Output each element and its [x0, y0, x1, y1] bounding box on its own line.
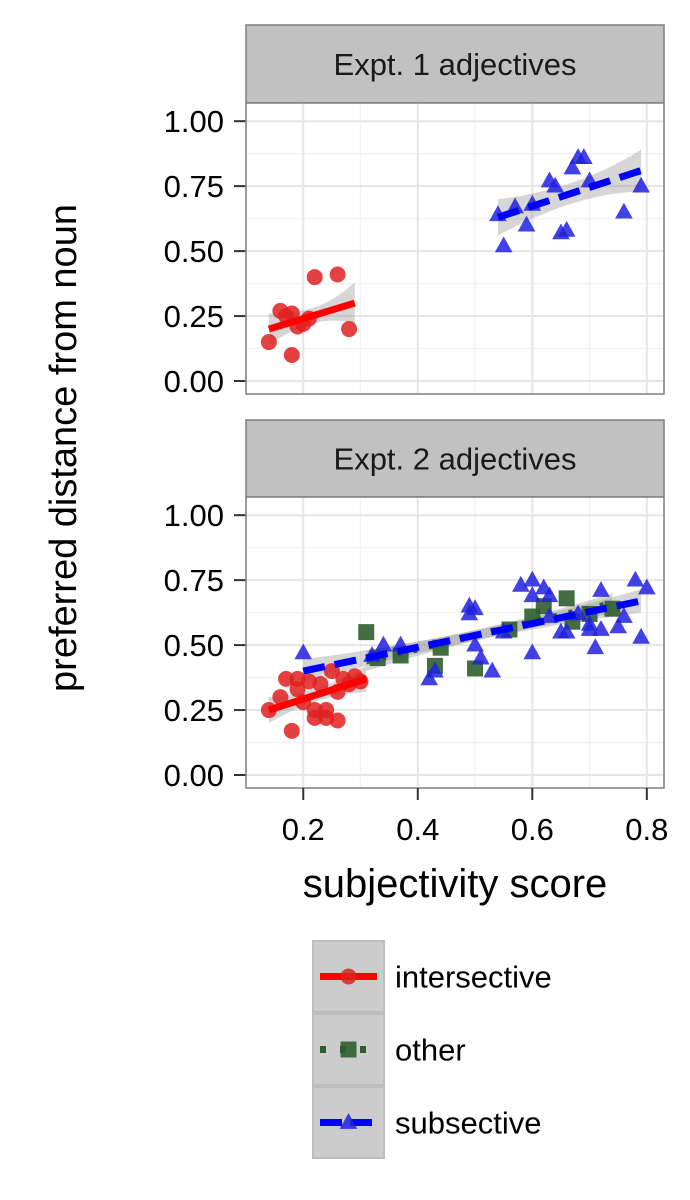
data-point-subsective [615, 607, 633, 623]
data-point-intersective [260, 334, 277, 351]
fit-line-subsective [496, 167, 643, 221]
data-point-intersective [312, 676, 329, 693]
facet-strip [245, 24, 665, 104]
facet-panels: Expt. 1 adjectives0.000.250.500.751.00Ex… [164, 24, 665, 793]
data-point-subsective [575, 148, 593, 164]
legend-marker [339, 1113, 358, 1129]
legend-label: subsective [395, 1106, 541, 1141]
data-point-subsective [580, 620, 599, 636]
data-point-other [558, 590, 575, 607]
legend-item-other: other [312, 1013, 466, 1086]
data-point-intersective [283, 722, 300, 739]
y-tick-label: 0.25 [164, 693, 224, 728]
data-point-intersective [289, 670, 306, 687]
facet-panel-1: Expt. 1 adjectives 0.00 0.25 0.50 0.75 1.00 [164, 24, 665, 399]
data-point-subsective [374, 635, 393, 652]
data-point-intersective [341, 321, 358, 338]
y-tick-label: 0.25 [164, 299, 224, 334]
data-point-subsective [638, 578, 656, 595]
data-point-subsective [426, 661, 444, 678]
y-tick-label: 1.00 [164, 498, 224, 533]
x-tick-label: 0.8 [625, 812, 668, 847]
panel-border [245, 496, 665, 789]
legend-marker [340, 1041, 357, 1058]
data-point-subsective [494, 236, 513, 253]
data-point-subsective [546, 176, 565, 193]
y-tick-label: 1.00 [164, 104, 224, 139]
y-tick-label: 0.00 [164, 758, 224, 793]
y-tick-label: 0.50 [164, 628, 224, 663]
legend-marker [340, 968, 357, 985]
facet-panel-2: Expt. 2 adjectives 0.00 0.25 0.50 0.75 1.00 [164, 419, 665, 793]
data-point-subsective [586, 638, 605, 655]
y-tick-label: 0.75 [164, 169, 224, 204]
data-point-subsective [557, 220, 576, 237]
y-tick-label: 0.00 [164, 364, 224, 399]
data-point-intersective [306, 269, 323, 286]
data-point-intersective [278, 670, 295, 687]
data-point-other [358, 624, 375, 641]
x-tick-label: 0.4 [396, 812, 439, 847]
data-point-subsective [512, 575, 530, 592]
data-point-subsective [523, 570, 542, 587]
y-tick-label: 0.50 [164, 234, 224, 269]
data-point-intersective [272, 689, 289, 706]
data-point-subsective [592, 581, 610, 597]
legend-label: other [395, 1033, 466, 1068]
data-point-subsective [506, 197, 524, 214]
x-tick-label: 0.2 [282, 812, 325, 847]
data-point-subsective [523, 643, 542, 660]
data-point-subsective [615, 202, 633, 219]
data-point-intersective [283, 347, 300, 364]
legend-item-intersective: intersective [312, 940, 552, 1013]
data-point-subsective [626, 570, 645, 587]
data-point-subsective [466, 599, 484, 616]
facet-strip-title: Expt. 1 adjectives [334, 47, 577, 82]
y-axis-label: preferred distance from noun [43, 204, 85, 692]
data-point-subsective [632, 627, 650, 644]
y-axis: 0.00 0.25 0.50 0.75 1.00 [164, 498, 246, 793]
facet-strip-title: Expt. 2 adjectives [334, 442, 577, 477]
legend: intersective other subsective [312, 940, 552, 1159]
fit-line-intersective [267, 675, 368, 714]
data-point-subsective [563, 158, 582, 175]
data-point-subsective [294, 643, 313, 660]
x-tick-label: 0.6 [511, 812, 554, 847]
data-point-subsective [592, 620, 610, 636]
data-point-other [535, 598, 552, 615]
fit-line-intersective [267, 299, 356, 333]
data-point-other [467, 660, 484, 677]
data-point-subsective [557, 622, 576, 639]
data-point-intersective [329, 712, 346, 729]
data-point-subsective [523, 586, 542, 603]
data-point-subsective [483, 661, 502, 678]
data-point-subsective [540, 586, 559, 603]
plot-background [246, 103, 664, 394]
data-point-subsective [466, 635, 484, 652]
fit-line-subsective [302, 597, 642, 675]
data-point-subsective [609, 617, 628, 634]
legend-label: intersective [395, 960, 552, 995]
data-point-subsective [517, 215, 536, 232]
data-point-intersective [306, 709, 323, 726]
y-axis: 0.00 0.25 0.50 0.75 1.00 [164, 104, 246, 399]
y-tick-label: 0.75 [164, 563, 224, 598]
x-axis-label: subjectivity score [303, 862, 608, 906]
x-axis: 0.2 0.4 0.6 0.8 [282, 788, 668, 847]
data-point-subsective [632, 176, 650, 193]
legend-item-subsective: subsective [312, 1086, 541, 1159]
data-point-subsective [471, 648, 490, 665]
data-point-intersective [329, 266, 346, 283]
panel-border [245, 102, 665, 395]
data-point-intersective [318, 702, 335, 719]
